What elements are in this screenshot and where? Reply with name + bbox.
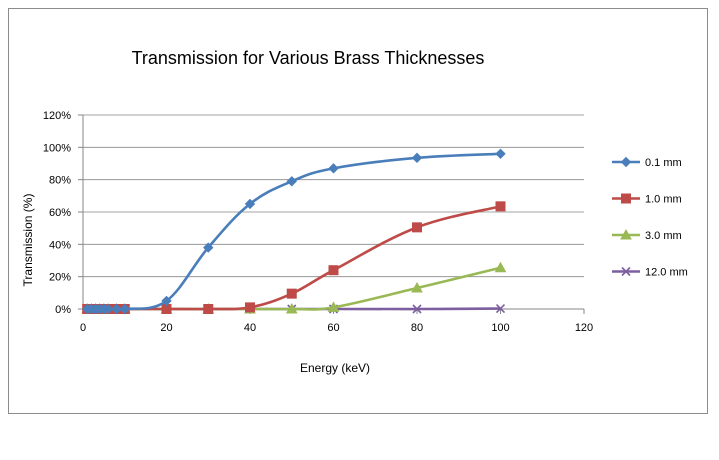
legend-label: 0.1 mm — [645, 157, 682, 169]
x-tick-label: 40 — [244, 322, 256, 334]
data-point — [245, 302, 255, 313]
gridlines — [78, 114, 584, 310]
data-point — [494, 261, 507, 273]
data-point — [412, 304, 422, 314]
data-point — [328, 163, 339, 174]
x-tick-label: 0 — [80, 322, 86, 334]
series-1-0-mm — [82, 201, 506, 314]
x-tick-label: 100 — [491, 322, 509, 334]
x-axis-title: Energy (keV) — [300, 361, 370, 375]
legend-label: 1.0 mm — [645, 194, 682, 206]
legend-label: 3.0 mm — [645, 230, 682, 242]
legend-label: 12.0 mm — [645, 267, 688, 279]
y-axis-title: Transmission (%) — [21, 194, 35, 287]
data-point — [119, 303, 130, 315]
axes — [82, 115, 585, 314]
data-point — [495, 303, 506, 314]
legend-item: 12.0 mm — [612, 267, 688, 279]
y-tick-label: 40% — [49, 239, 71, 251]
data-point — [495, 148, 506, 160]
x-tick-label: 60 — [327, 322, 339, 334]
y-tick-label: 20% — [49, 272, 71, 284]
legend: 0.1 mm 1.0 mm 3.0 mm 12.0 mm — [612, 156, 688, 279]
data-point — [328, 265, 339, 276]
legend-item: 0.1 mm — [612, 156, 682, 169]
series-group — [81, 148, 507, 315]
data-point — [327, 301, 340, 312]
y-tick-label: 0% — [55, 304, 71, 316]
legend-marker — [621, 193, 631, 204]
data-point — [495, 201, 506, 212]
x-tick-label: 80 — [411, 322, 423, 334]
x-tick-label: 20 — [160, 322, 172, 334]
data-point — [411, 281, 423, 293]
data-point — [102, 303, 114, 315]
data-point — [286, 288, 297, 299]
data-point — [203, 304, 214, 314]
x-tick-labels: 0 20 40 60 80 100 120 — [80, 322, 593, 334]
legend-marker — [620, 228, 632, 240]
x-tick-label: 120 — [575, 322, 593, 334]
data-point — [285, 302, 298, 314]
legend-marker — [620, 156, 632, 168]
series-line — [87, 152, 501, 311]
y-tick-label: 120% — [43, 110, 71, 122]
legend-marker — [621, 266, 631, 277]
y-tick-label: 60% — [49, 207, 71, 219]
series-0-1-mm — [81, 148, 506, 315]
legend-item: 3.0 mm — [612, 228, 682, 242]
series-3-0-mm — [81, 261, 507, 314]
data-point — [203, 242, 214, 253]
data-point — [412, 222, 422, 233]
y-tick-label: 100% — [43, 142, 71, 154]
data-point — [244, 198, 256, 210]
data-point — [286, 176, 297, 187]
data-point — [111, 303, 122, 315]
y-tick-label: 80% — [49, 175, 71, 187]
data-point — [411, 152, 423, 164]
y-tick-labels: 0% 20% 40% 60% 80% 100% 120% — [43, 110, 71, 316]
legend-item: 1.0 mm — [612, 193, 682, 206]
chart-frame — [8, 8, 708, 414]
chart-title: Transmission for Various Brass Thickness… — [132, 48, 485, 68]
data-point — [161, 295, 172, 307]
